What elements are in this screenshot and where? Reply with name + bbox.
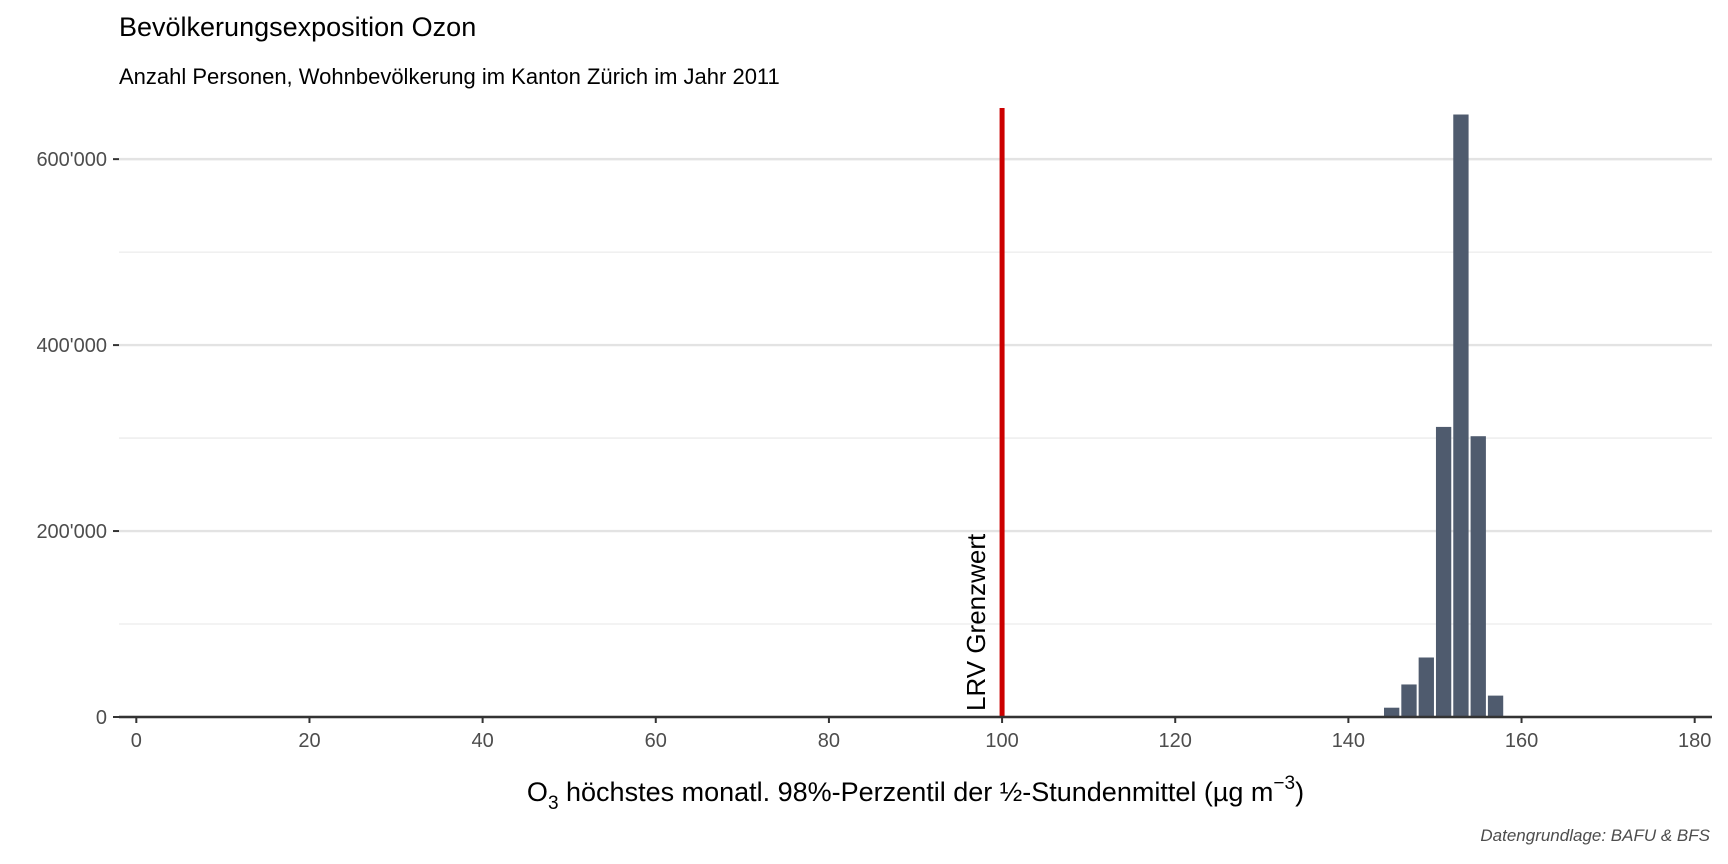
- x-tick-label: 120: [1159, 730, 1192, 752]
- x-tick-label: 140: [1332, 730, 1365, 752]
- reference-line-group: LRV Grenzwert: [961, 108, 1005, 717]
- y-tick-label: 400'000: [36, 335, 107, 357]
- x-tick-label: 60: [645, 730, 667, 752]
- histogram-bar: [1401, 684, 1417, 717]
- x-tick-label: 20: [298, 730, 320, 752]
- reference-line-label: LRV Grenzwert: [961, 533, 991, 711]
- x-axis-title-superscript: −3: [1273, 773, 1295, 794]
- x-tick-label: 40: [471, 730, 493, 752]
- chart-title: Bevölkerungsexposition Ozon: [119, 12, 477, 42]
- x-tick-label: 80: [818, 730, 840, 752]
- histogram-bar: [1435, 426, 1452, 717]
- histogram-bar: [1487, 695, 1504, 717]
- axes: [119, 715, 1712, 719]
- x-axis-title-part: höchstes monatl. 98%-Perzentil der ½-Stu…: [559, 777, 1274, 807]
- histogram-bar: [1418, 657, 1434, 717]
- y-tick-label: 200'000: [36, 521, 107, 543]
- chart-subtitle: Anzahl Personen, Wohnbevölkerung im Kant…: [119, 64, 780, 89]
- x-axis-title-part: O: [527, 777, 548, 807]
- x-tick-label: 180: [1678, 730, 1711, 752]
- histogram-bars: [1366, 114, 1504, 717]
- y-tick-label: 0: [96, 707, 107, 729]
- x-axis-title-part: ): [1295, 777, 1304, 807]
- histogram-bar: [1453, 114, 1469, 717]
- x-tick-label: 100: [985, 730, 1018, 752]
- histogram-bar: [1384, 707, 1400, 717]
- x-axis-title: O3 höchstes monatl. 98%-Perzentil der ½-…: [527, 773, 1304, 814]
- x-tick-label: 160: [1505, 730, 1538, 752]
- y-tick-label: 600'000: [36, 149, 107, 171]
- chart-caption: Datengrundlage: BAFU & BFS: [1480, 826, 1710, 845]
- x-tick-label: 0: [131, 730, 142, 752]
- x-axis-ticks: 0 20 40 60 80 100 120 140 160 180: [131, 717, 1711, 752]
- x-axis-title-subscript: 3: [548, 793, 559, 814]
- y-axis-ticks: 0 200'000 400'000 600'000: [36, 149, 119, 729]
- histogram-bar: [1470, 436, 1486, 717]
